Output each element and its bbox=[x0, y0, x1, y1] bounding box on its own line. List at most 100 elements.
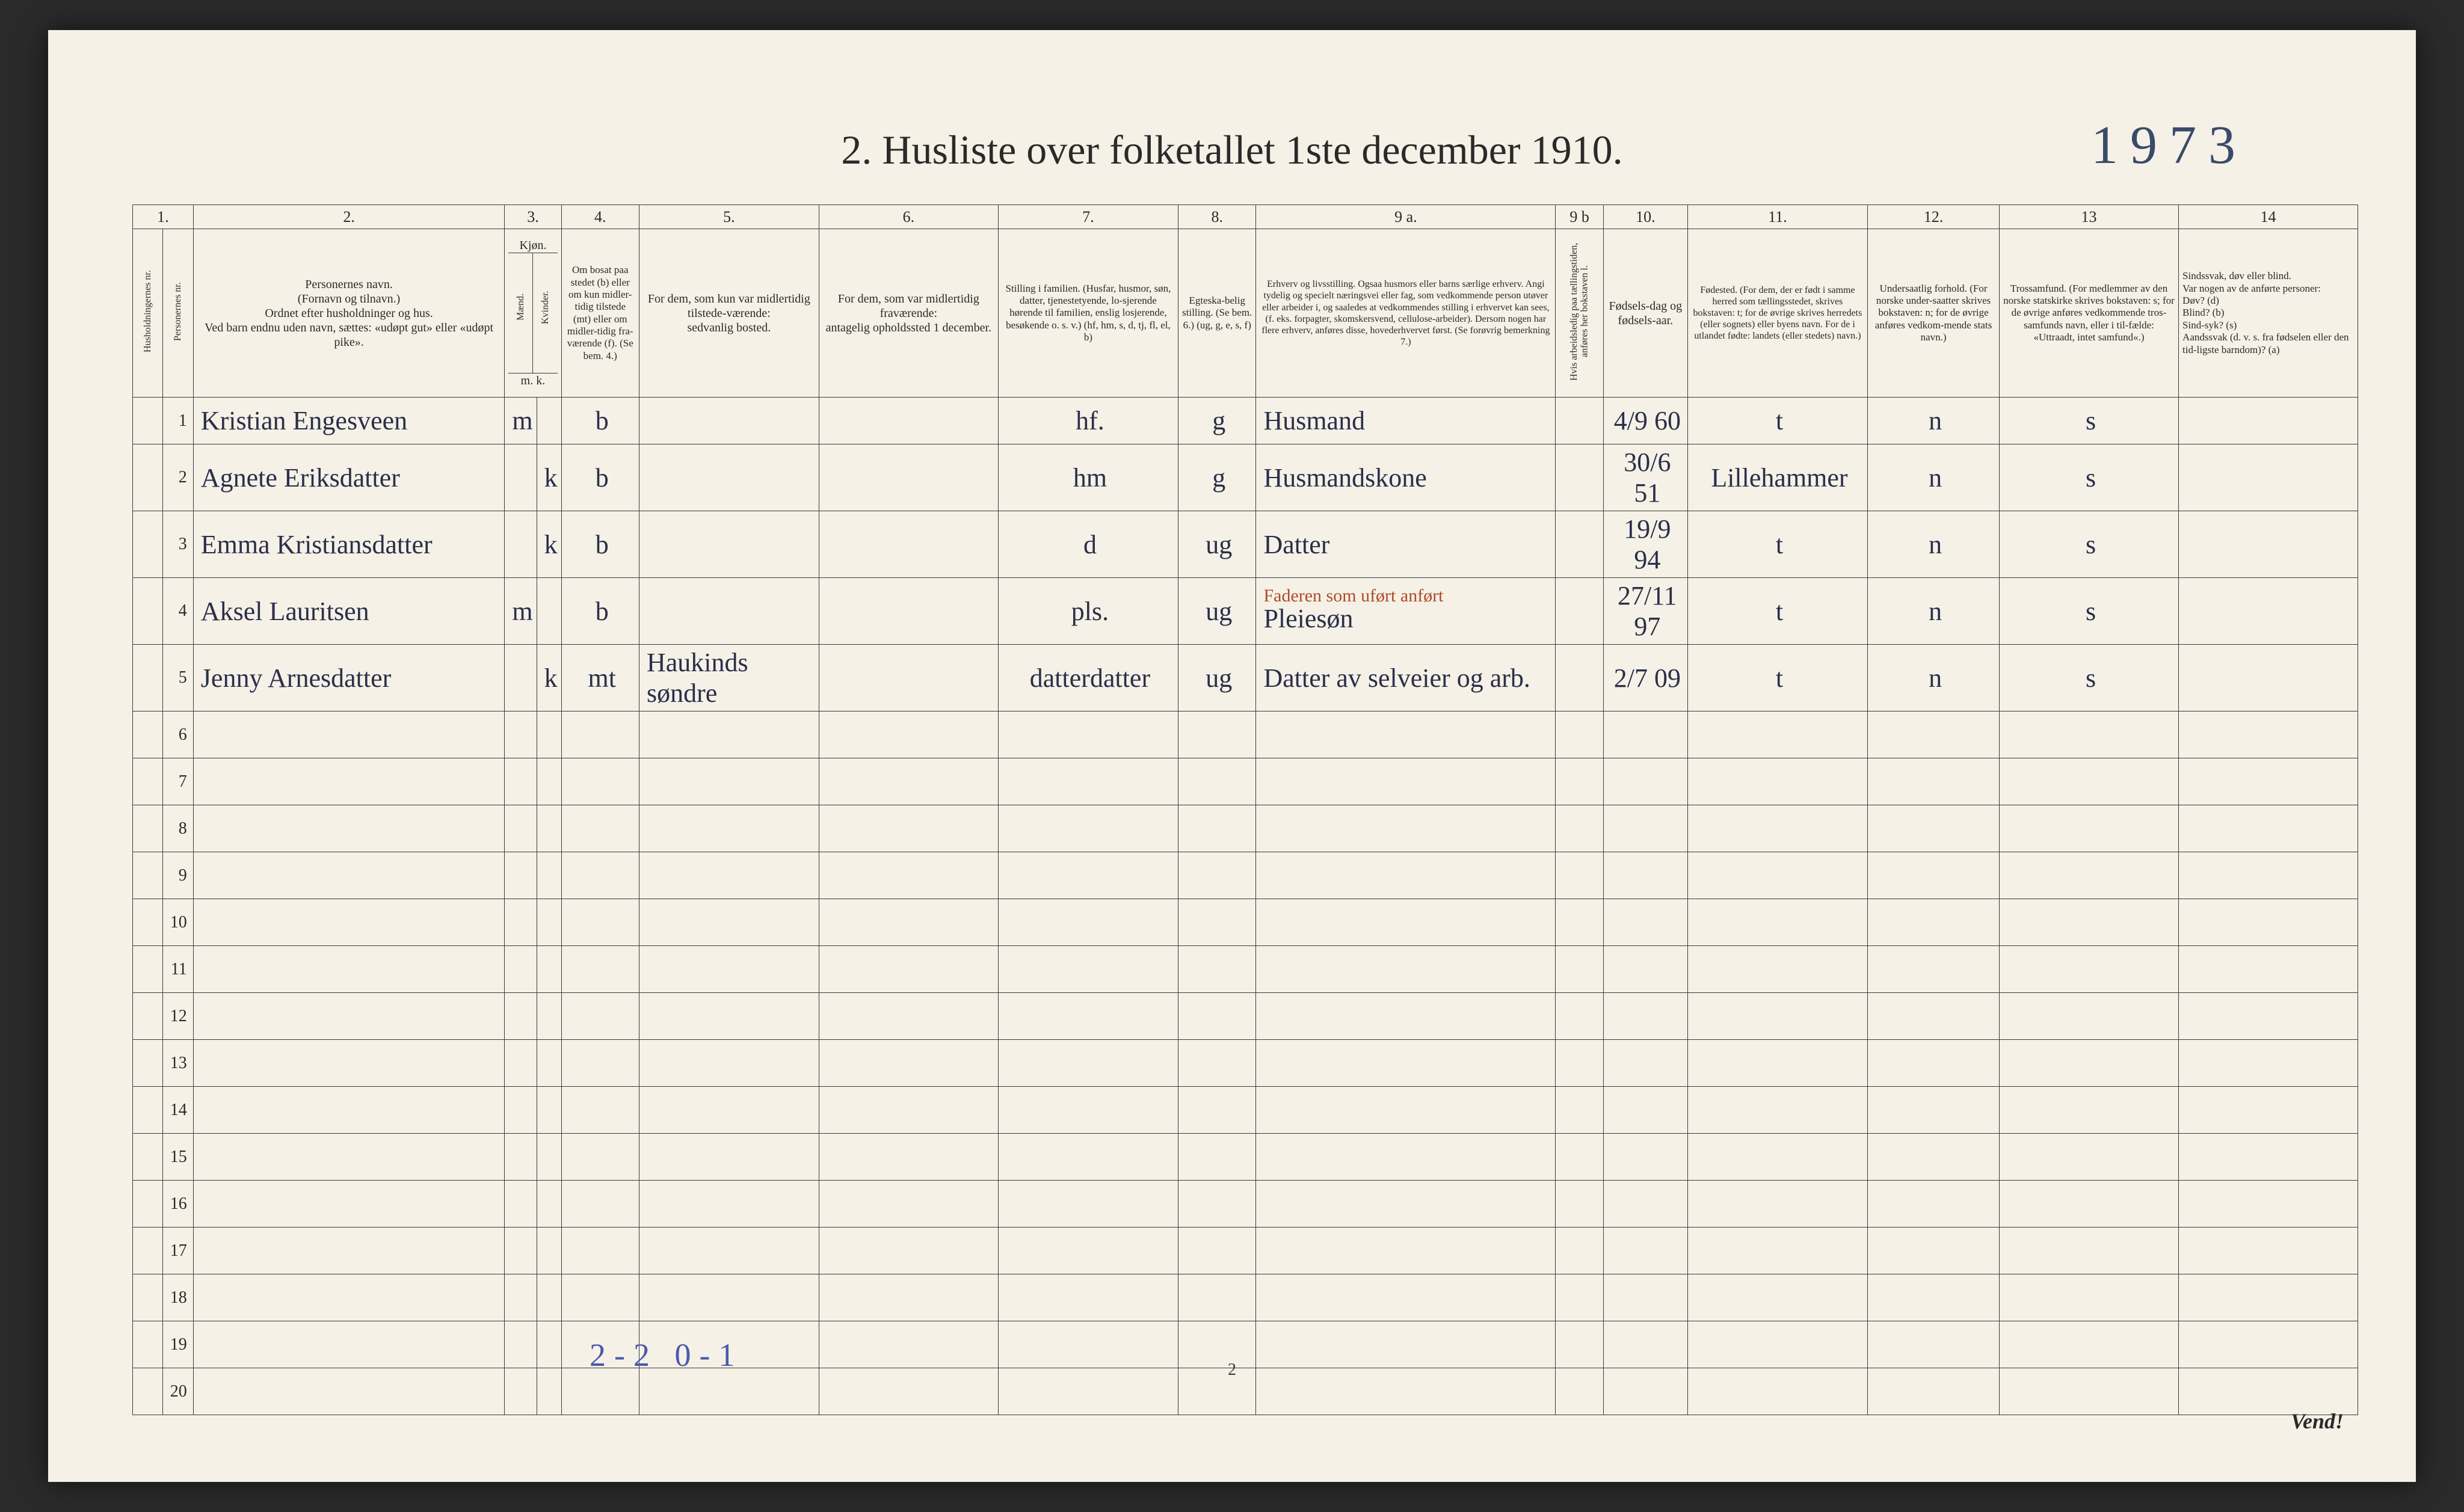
header-residence: Om bosat paa stedet (b) eller om kun mid… bbox=[561, 229, 639, 398]
person-nr-cell: 6 bbox=[162, 711, 193, 758]
table-row-empty: 20 bbox=[133, 1368, 2358, 1415]
vend-label: Vend! bbox=[2291, 1409, 2344, 1434]
page-number: 2 bbox=[1228, 1360, 1236, 1380]
header-unemployed: Hvis arbeidsledig paa tællingstiden, anf… bbox=[1556, 229, 1604, 398]
column-number-row: 1. 2. 3. 4. 5. 6. 7. 8. 9 a. 9 b 10. 11.… bbox=[133, 205, 2358, 229]
table-row-empty: 8 bbox=[133, 805, 2358, 852]
temp-present-cell: Haukinds søndre bbox=[639, 645, 819, 711]
birth-cell: 2/7 09 bbox=[1603, 645, 1687, 711]
person-nr-cell: 7 bbox=[162, 758, 193, 805]
person-nr-cell: 18 bbox=[162, 1274, 193, 1321]
colnum-4: 4. bbox=[561, 205, 639, 229]
table-row-empty: 18 bbox=[133, 1274, 2358, 1321]
household-nr-cell bbox=[133, 578, 163, 645]
person-nr-cell: 19 bbox=[162, 1321, 193, 1368]
header-person-nr: Personernes nr. bbox=[162, 229, 193, 398]
occupation-cell: Husmand bbox=[1256, 398, 1556, 444]
person-nr-cell: 12 bbox=[162, 993, 193, 1040]
nationality-cell: n bbox=[1868, 398, 2000, 444]
occupation-cell: Faderen som uført anførtPleiesøn bbox=[1256, 578, 1556, 645]
birth-cell: 4/9 60 bbox=[1603, 398, 1687, 444]
birthplace-cell: t bbox=[1687, 398, 1867, 444]
header-family-position: Stilling i familien. (Husfar, husmor, sø… bbox=[998, 229, 1178, 398]
household-nr-cell bbox=[133, 1087, 163, 1134]
person-nr-cell: 17 bbox=[162, 1228, 193, 1274]
religion-cell: s bbox=[1999, 398, 2178, 444]
header-household-nr: Husholdningernes nr. bbox=[133, 229, 163, 398]
table-row: 5Jenny ArnesdatterkmtHaukinds søndredatt… bbox=[133, 645, 2358, 711]
household-nr-cell bbox=[133, 805, 163, 852]
marital-cell: g bbox=[1178, 398, 1256, 444]
name-cell: Jenny Arnesdatter bbox=[193, 645, 505, 711]
nationality-cell: n bbox=[1868, 511, 2000, 578]
male-cell: m bbox=[505, 398, 537, 444]
household-nr-cell bbox=[133, 398, 163, 444]
person-nr-cell: 11 bbox=[162, 946, 193, 993]
household-nr-cell bbox=[133, 444, 163, 511]
household-nr-cell bbox=[133, 1368, 163, 1415]
family-cell: hm bbox=[998, 444, 1178, 511]
census-table-wrap: 1. 2. 3. 4. 5. 6. 7. 8. 9 a. 9 b 10. 11.… bbox=[132, 204, 2358, 1415]
male-cell bbox=[505, 511, 537, 578]
unemployed-cell bbox=[1556, 645, 1604, 711]
name-cell: Aksel Lauritsen bbox=[193, 578, 505, 645]
disability-cell bbox=[2179, 511, 2358, 578]
family-cell: d bbox=[998, 511, 1178, 578]
colnum-9b: 9 b bbox=[1556, 205, 1604, 229]
header-temp-present: For dem, som kun var midlertidig tilsted… bbox=[639, 229, 819, 398]
colnum-7: 7. bbox=[998, 205, 1178, 229]
colnum-5: 5. bbox=[639, 205, 819, 229]
unemployed-cell bbox=[1556, 578, 1604, 645]
marital-cell: ug bbox=[1178, 578, 1256, 645]
religion-cell: s bbox=[1999, 578, 2178, 645]
colnum-6: 6. bbox=[819, 205, 998, 229]
birth-cell: 30/6 51 bbox=[1603, 444, 1687, 511]
household-nr-cell bbox=[133, 852, 163, 899]
colnum-14: 14 bbox=[2179, 205, 2358, 229]
household-nr-cell bbox=[133, 511, 163, 578]
male-cell: m bbox=[505, 578, 537, 645]
household-nr-cell bbox=[133, 1040, 163, 1087]
birthplace-cell: Lillehammer bbox=[1687, 444, 1867, 511]
person-nr-cell: 9 bbox=[162, 852, 193, 899]
person-nr-cell: 20 bbox=[162, 1368, 193, 1415]
nationality-cell: n bbox=[1868, 444, 2000, 511]
header-occupation: Erhverv og livsstilling. Ogsaa husmors e… bbox=[1256, 229, 1556, 398]
female-cell bbox=[537, 398, 561, 444]
person-nr-cell: 13 bbox=[162, 1040, 193, 1087]
table-row-empty: 7 bbox=[133, 758, 2358, 805]
person-nr-cell: 8 bbox=[162, 805, 193, 852]
header-birthplace: Fødested. (For dem, der er født i samme … bbox=[1687, 229, 1867, 398]
table-row-empty: 10 bbox=[133, 899, 2358, 946]
nationality-cell: n bbox=[1868, 645, 2000, 711]
marital-cell: ug bbox=[1178, 645, 1256, 711]
household-nr-cell bbox=[133, 946, 163, 993]
temp-away-cell bbox=[819, 444, 998, 511]
red-annotation: Faderen som uført anført bbox=[1263, 589, 1551, 603]
birth-cell: 27/11 97 bbox=[1603, 578, 1687, 645]
household-nr-cell bbox=[133, 993, 163, 1040]
temp-present-cell bbox=[639, 511, 819, 578]
table-row-empty: 15 bbox=[133, 1134, 2358, 1181]
table-row-empty: 19 bbox=[133, 1321, 2358, 1368]
person-nr-cell: 5 bbox=[162, 645, 193, 711]
name-cell: Agnete Eriksdatter bbox=[193, 444, 505, 511]
colnum-3: 3. bbox=[505, 205, 561, 229]
household-nr-cell bbox=[133, 1181, 163, 1228]
person-nr-cell: 14 bbox=[162, 1087, 193, 1134]
temp-away-cell bbox=[819, 578, 998, 645]
census-table: 1. 2. 3. 4. 5. 6. 7. 8. 9 a. 9 b 10. 11.… bbox=[132, 204, 2358, 1415]
household-nr-cell bbox=[133, 711, 163, 758]
handwritten-bottom-note: 2-2 0-1 bbox=[590, 1336, 743, 1374]
colnum-9a: 9 a. bbox=[1256, 205, 1556, 229]
colnum-8: 8. bbox=[1178, 205, 1256, 229]
unemployed-cell bbox=[1556, 511, 1604, 578]
residence-cell: b bbox=[561, 444, 639, 511]
header-birth: Fødsels-dag og fødsels-aar. bbox=[1603, 229, 1687, 398]
female-cell bbox=[537, 578, 561, 645]
colnum-1: 1. bbox=[133, 205, 194, 229]
colnum-12: 12. bbox=[1868, 205, 2000, 229]
household-nr-cell bbox=[133, 1134, 163, 1181]
residence-cell: b bbox=[561, 398, 639, 444]
column-header-row: Husholdningernes nr. Personernes nr. Per… bbox=[133, 229, 2358, 398]
